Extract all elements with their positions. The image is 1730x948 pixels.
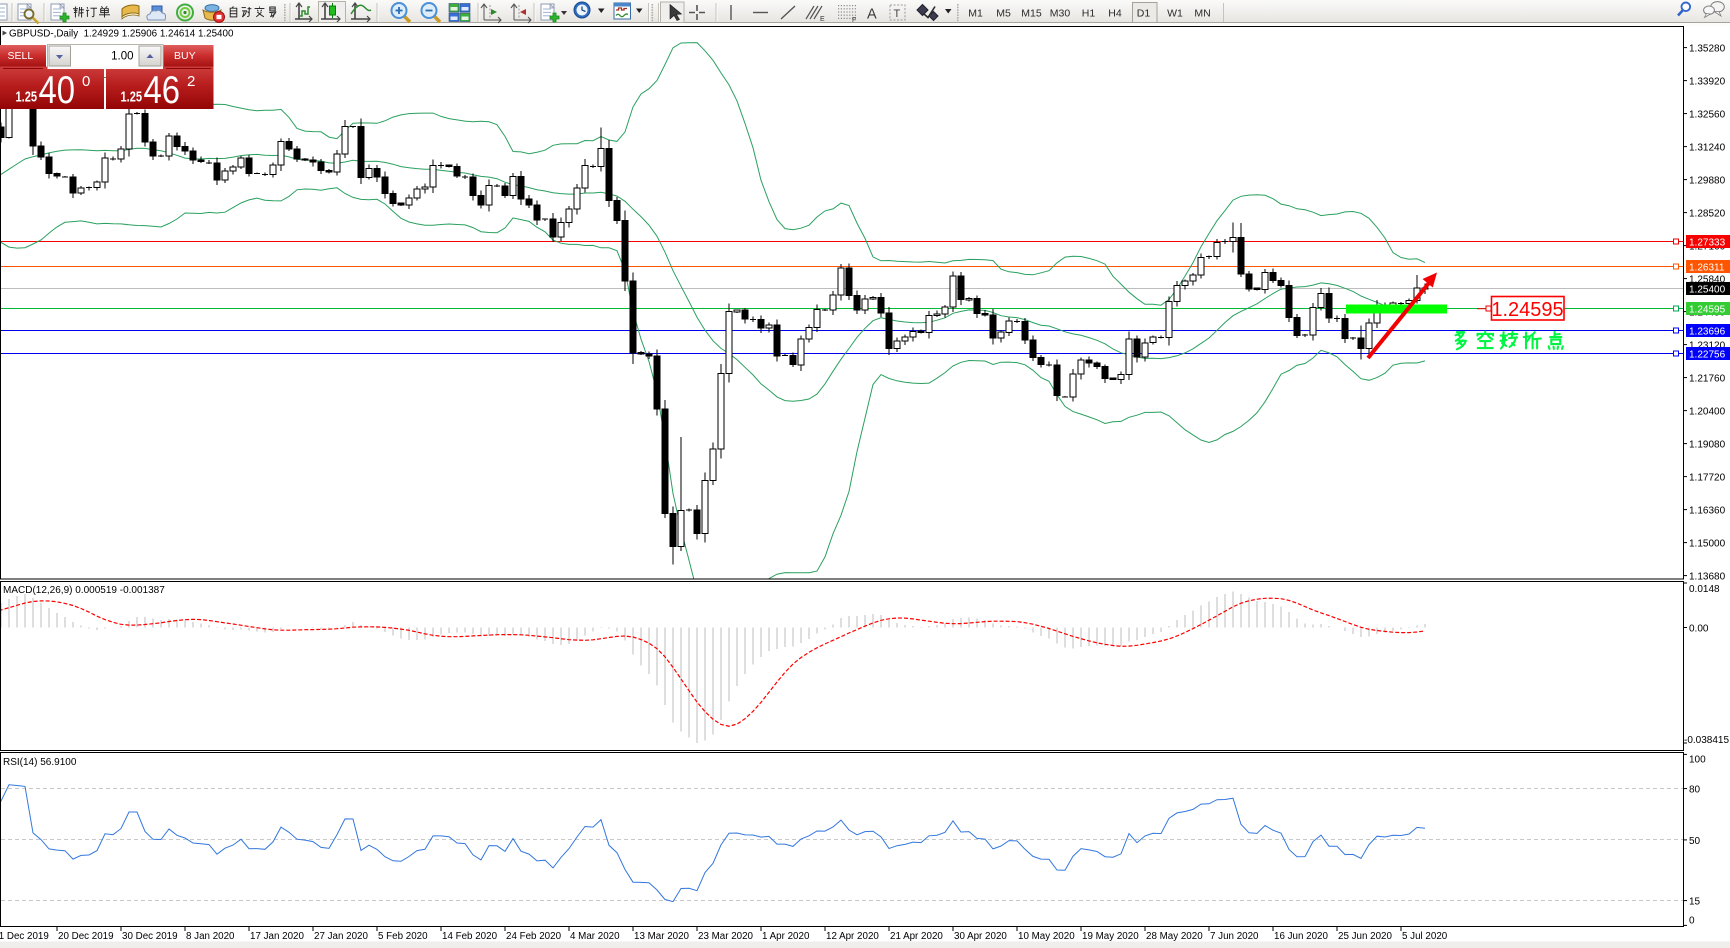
svg-text:20 Dec 2019: 20 Dec 2019: [58, 931, 114, 942]
svg-text:1.29880: 1.29880: [1689, 176, 1726, 187]
svg-text:1 Apr 2020: 1 Apr 2020: [762, 931, 810, 942]
svg-text:1.25400: 1.25400: [1689, 284, 1726, 295]
svg-text:H1: H1: [1082, 8, 1096, 20]
svg-text:14 Feb 2020: 14 Feb 2020: [442, 931, 498, 942]
svg-text:M5: M5: [996, 8, 1011, 20]
svg-text:12 Apr 2020: 12 Apr 2020: [826, 931, 879, 942]
svg-text:1.31240: 1.31240: [1689, 143, 1726, 154]
svg-text:80: 80: [1689, 785, 1701, 796]
svg-text:M1: M1: [968, 8, 983, 20]
svg-text:50: 50: [1689, 836, 1701, 847]
svg-text:M15: M15: [1021, 8, 1042, 20]
svg-text:1.19080: 1.19080: [1689, 440, 1726, 451]
svg-text:MACD(12,26,9) 0.000519 -0.0013: MACD(12,26,9) 0.000519 -0.001387: [3, 585, 165, 596]
svg-text:2: 2: [187, 73, 195, 90]
svg-text:1.35280: 1.35280: [1689, 44, 1726, 55]
svg-text:21 Apr 2020: 21 Apr 2020: [890, 931, 943, 942]
svg-text:1.21760: 1.21760: [1689, 374, 1726, 385]
svg-text:1.24595: 1.24595: [1491, 299, 1563, 321]
svg-text:GBPUSD-,Daily 1.24929 1.25906: GBPUSD-,Daily 1.24929 1.25906 1.24614 1.…: [9, 29, 234, 40]
svg-text:T: T: [894, 8, 901, 20]
svg-text:7 Jun 2020: 7 Jun 2020: [1210, 931, 1259, 942]
svg-text:15: 15: [1689, 897, 1701, 908]
svg-text:1.23696: 1.23696: [1689, 326, 1726, 337]
svg-text:BUY: BUY: [174, 50, 196, 62]
svg-text:H4: H4: [1108, 8, 1122, 20]
svg-text:-0.038415: -0.038415: [1684, 735, 1729, 746]
svg-text:1.32560: 1.32560: [1689, 110, 1726, 121]
svg-text:W1: W1: [1167, 8, 1183, 20]
svg-text:1.25840: 1.25840: [1689, 275, 1726, 286]
svg-text:1.22756: 1.22756: [1689, 349, 1726, 360]
svg-text:A: A: [867, 7, 877, 23]
svg-text:0.00: 0.00: [1689, 624, 1709, 635]
svg-text:1.13680: 1.13680: [1689, 572, 1726, 583]
svg-text:4 Mar 2020: 4 Mar 2020: [570, 931, 620, 942]
svg-text:1.25: 1.25: [16, 89, 38, 106]
svg-text:19 May 2020: 19 May 2020: [1082, 931, 1139, 942]
svg-text:1.28520: 1.28520: [1689, 209, 1726, 220]
svg-text:28 May 2020: 28 May 2020: [1146, 931, 1203, 942]
svg-text:5 Feb 2020: 5 Feb 2020: [378, 931, 428, 942]
svg-text:1.24595: 1.24595: [1689, 304, 1726, 315]
svg-text:10 May 2020: 10 May 2020: [1018, 931, 1075, 942]
svg-text:1.15000: 1.15000: [1689, 539, 1726, 550]
svg-text:30 Dec 2019: 30 Dec 2019: [122, 931, 178, 942]
svg-text:1.16360: 1.16360: [1689, 506, 1726, 517]
svg-text:27 Jan 2020: 27 Jan 2020: [314, 931, 368, 942]
svg-text:SELL: SELL: [8, 50, 34, 62]
svg-text:8 Jan 2020: 8 Jan 2020: [186, 931, 235, 942]
svg-text:E: E: [820, 16, 825, 23]
svg-text:16 Jun 2020: 16 Jun 2020: [1274, 931, 1328, 942]
svg-text:25 Jun 2020: 25 Jun 2020: [1338, 931, 1392, 942]
svg-text:23 Mar 2020: 23 Mar 2020: [698, 931, 754, 942]
svg-text:40: 40: [39, 69, 76, 112]
svg-text:0: 0: [82, 73, 90, 90]
svg-text:1.26311: 1.26311: [1689, 262, 1725, 273]
svg-text:1.00: 1.00: [111, 51, 133, 63]
svg-text:1.33920: 1.33920: [1689, 77, 1726, 88]
svg-text:1.23120: 1.23120: [1689, 341, 1726, 352]
svg-text:RSI(14) 56.9100: RSI(14) 56.9100: [3, 757, 77, 768]
svg-text:MN: MN: [1194, 8, 1210, 20]
svg-text:M30: M30: [1050, 8, 1071, 20]
svg-text:D1: D1: [1137, 8, 1151, 20]
svg-text:1.17720: 1.17720: [1689, 473, 1726, 484]
svg-text:0.0148: 0.0148: [1689, 584, 1720, 595]
svg-text:0: 0: [1689, 915, 1695, 926]
svg-text:1.27333: 1.27333: [1689, 237, 1726, 248]
svg-text:30 Apr 2020: 30 Apr 2020: [954, 931, 1007, 942]
svg-text:100: 100: [1689, 754, 1706, 765]
svg-text:5 Jul 2020: 5 Jul 2020: [1402, 931, 1448, 942]
svg-text:11 Dec 2019: 11 Dec 2019: [0, 931, 49, 942]
svg-text:1.25: 1.25: [121, 89, 143, 106]
svg-text:1.20400: 1.20400: [1689, 407, 1726, 418]
svg-text:46: 46: [144, 69, 181, 112]
svg-text:24 Feb 2020: 24 Feb 2020: [506, 931, 562, 942]
svg-text:13 Mar 2020: 13 Mar 2020: [634, 931, 690, 942]
svg-text:F: F: [852, 17, 856, 24]
svg-text:17 Jan 2020: 17 Jan 2020: [250, 931, 304, 942]
